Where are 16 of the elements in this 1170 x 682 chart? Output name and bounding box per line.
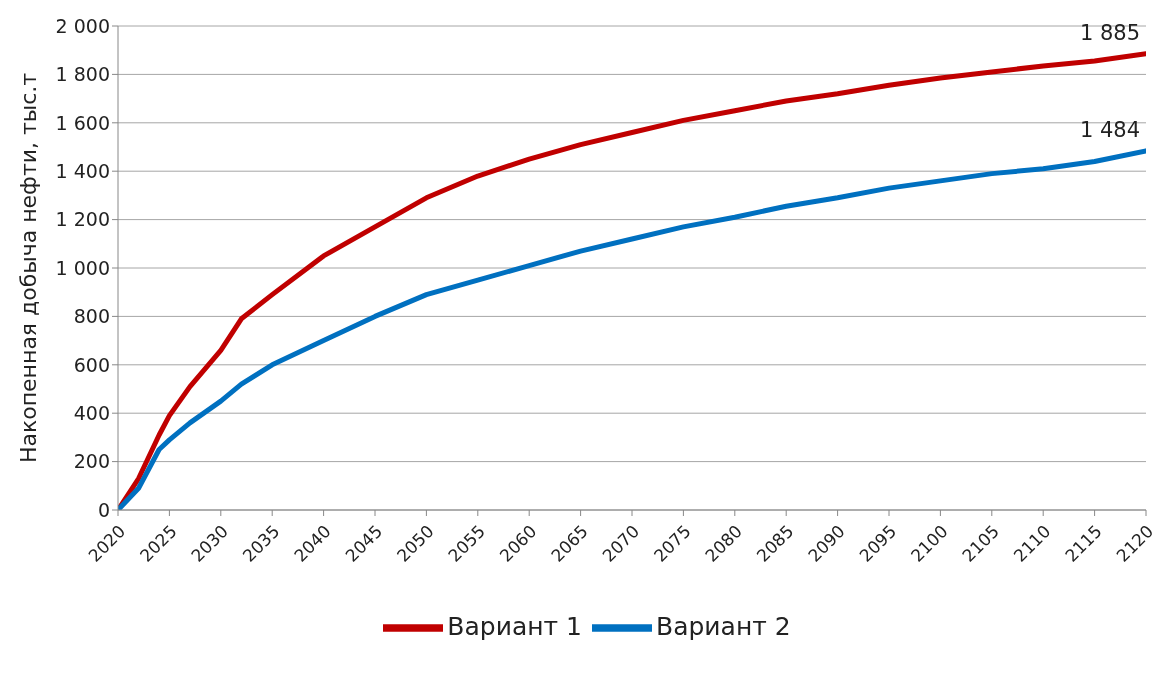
y-tick-label: 2 000 (55, 14, 110, 37)
y-tick-label: 600 (73, 353, 110, 376)
y-tick-label: 1 400 (55, 159, 110, 182)
legend-label: Вариант 1 (447, 612, 582, 641)
y-tick-label: 0 (97, 498, 110, 521)
y-tick-label: 1 000 (55, 256, 110, 279)
y-tick-label: 200 (73, 450, 110, 473)
data-label: 1 484 (1079, 117, 1140, 142)
data-label: 1 885 (1079, 20, 1140, 45)
y-tick-label: 400 (73, 401, 110, 424)
legend-label: Вариант 2 (656, 612, 791, 641)
y-tick-label: 800 (73, 305, 110, 328)
y-tick-label: 1 200 (55, 208, 110, 231)
y-axis-title: Накопенная добыча нефти, тыс.т (15, 72, 41, 464)
y-tick-label: 1 800 (55, 63, 110, 86)
y-tick-label: 1 600 (55, 111, 110, 134)
